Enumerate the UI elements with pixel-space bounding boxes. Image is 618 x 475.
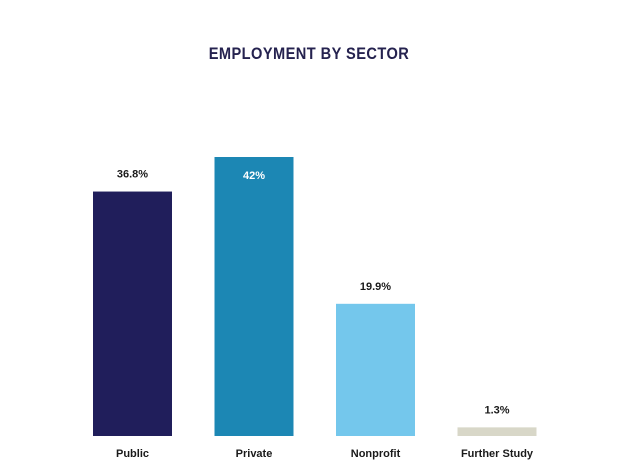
category-label-private: Private xyxy=(236,448,273,460)
category-labels-group: Public Private Nonprofit Further Study xyxy=(116,448,534,460)
value-label-further-study: 1.3% xyxy=(484,404,509,416)
category-label-public: Public xyxy=(116,448,149,460)
bar-nonprofit xyxy=(336,303,415,436)
bar-further-study xyxy=(457,427,537,436)
bar-public xyxy=(93,191,172,436)
category-label-further-study: Further Study xyxy=(461,448,534,460)
value-label-public: 36.8% xyxy=(117,169,148,181)
chart-title: EMPLOYMENT BY SECTOR xyxy=(208,44,410,63)
value-labels-group: 36.8% 42% 19.9% 1.3% xyxy=(117,169,510,417)
category-label-nonprofit: Nonprofit xyxy=(351,448,401,460)
bars-group xyxy=(93,157,537,436)
bar-private xyxy=(214,157,294,436)
value-label-nonprofit: 19.9% xyxy=(360,281,391,293)
value-label-private: 42% xyxy=(243,170,265,182)
